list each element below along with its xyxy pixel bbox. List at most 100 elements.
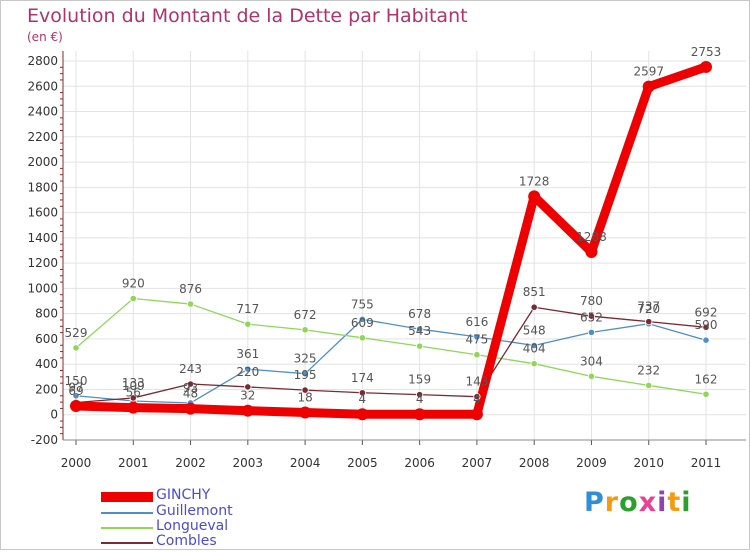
data-point-combles: [301, 386, 309, 394]
y-tick-label: 1800: [27, 180, 58, 194]
data-label-longueval: 876: [179, 282, 202, 296]
data-label-combles: 737: [637, 300, 660, 314]
x-tick-label: 2003: [233, 456, 264, 470]
data-label-combles: 159: [408, 373, 431, 387]
data-point-ginchy: [470, 408, 483, 421]
x-tick-label: 2007: [462, 456, 493, 470]
logo-letter: P: [584, 487, 605, 518]
data-point-ginchy: [127, 401, 140, 414]
data-point-ginchy: [528, 190, 541, 203]
data-point-ginchy: [413, 408, 426, 421]
chart-unit-subtitle: (en €): [27, 30, 63, 44]
data-point-combles: [358, 389, 366, 397]
data-label-guillemont: 678: [408, 307, 431, 321]
y-tick-label: 600: [35, 332, 58, 346]
y-tick-label: -200: [31, 433, 58, 447]
y-tick-label: 1200: [27, 256, 58, 270]
data-point-longueval: [186, 300, 195, 308]
series-line-ginchy: [71, 62, 711, 419]
x-tick-label: 2005: [347, 456, 378, 470]
data-point-combles: [587, 312, 596, 320]
x-tick-label: 2008: [519, 456, 550, 470]
axes: [60, 51, 746, 445]
data-point-ginchy: [585, 246, 598, 259]
data-point-guillemont: [416, 325, 424, 333]
legend-label-longueval: Longueval: [156, 518, 229, 534]
y-axis-tick-labels: -200 0 200 400 600 800 1000 1200 1400 1600 1800 200…: [27, 54, 58, 447]
logo-letter: i: [657, 487, 668, 518]
data-point-longueval: [416, 342, 424, 350]
data-point-combles: [129, 394, 137, 402]
data-label-longueval: 920: [122, 277, 145, 291]
y-tick-label: 1000: [27, 281, 58, 295]
data-label-guillemont: 590: [695, 318, 718, 332]
data-label-combles: 780: [580, 294, 603, 308]
data-label-guillemont: 720: [637, 302, 660, 316]
data-label-guillemont: 150: [65, 374, 88, 388]
x-tick-label: 2000: [61, 456, 92, 470]
x-tick-label: 2010: [633, 456, 664, 470]
legend-label-ginchy: GINCHY: [156, 487, 211, 503]
data-label-longueval: 304: [580, 354, 603, 368]
data-label-combles: 692: [695, 305, 718, 319]
data-label-combles: 174: [351, 371, 374, 385]
data-point-ginchy: [700, 60, 712, 73]
data-label-longueval: 162: [695, 372, 718, 386]
data-point-longueval: [530, 360, 538, 368]
logo-letter: r: [604, 487, 620, 518]
data-point-combles: [186, 380, 195, 388]
data-point-guillemont: [301, 370, 309, 378]
data-label-combles: 143: [465, 375, 488, 389]
data-label-ginchy: 4: [416, 392, 424, 406]
data-label-longueval: 717: [236, 302, 259, 316]
y-tick-label: 200: [35, 382, 58, 396]
data-point-ginchy: [299, 406, 312, 419]
data-label-longueval: 543: [408, 324, 431, 338]
y-tick-label: 0: [50, 408, 58, 422]
logo-letter: x: [638, 487, 658, 518]
data-label-longueval: 529: [65, 326, 88, 340]
y-tick-label: 2800: [27, 54, 58, 68]
data-label-ginchy: 32: [240, 389, 255, 403]
data-point-ginchy: [356, 408, 369, 421]
data-label-guillemont: 548: [523, 324, 546, 338]
data-label-ginchy: 4: [359, 392, 367, 406]
chart-title: Evolution du Montant de la Dette par Hab…: [27, 5, 468, 27]
x-tick-label: 2009: [576, 456, 607, 470]
legend-swatch-guillemont: [101, 512, 153, 514]
data-point-ginchy: [184, 402, 197, 415]
data-label-combles: 243: [179, 362, 202, 376]
data-label-longueval: 404: [523, 342, 546, 356]
data-point-longueval: [473, 351, 481, 359]
data-point-guillemont: [473, 333, 481, 341]
data-label-ginchy: 18: [297, 390, 312, 404]
data-point-ginchy: [642, 80, 655, 93]
data-point-combles: [244, 383, 252, 391]
data-label-guillemont: 109: [122, 379, 145, 393]
data-label-ginchy: 2753: [691, 45, 722, 59]
data-point-combles: [473, 393, 481, 401]
data-point-guillemont: [358, 315, 366, 323]
data-point-longueval: [358, 334, 366, 342]
data-label-guillemont: 93: [183, 381, 198, 395]
legend-swatch-ginchy: [101, 492, 153, 502]
x-tick-label: 2004: [290, 456, 321, 470]
data-label-guillemont: 652: [580, 310, 603, 324]
y-tick-label: 2400: [27, 105, 58, 119]
legend-swatch-longueval: [101, 527, 153, 529]
series-line-combles: [75, 306, 707, 404]
grid-lines: [63, 51, 746, 441]
data-label-combles: 133: [122, 376, 145, 390]
data-point-ginchy: [241, 404, 254, 417]
data-point-combles: [702, 323, 710, 331]
data-point-ginchy: [70, 400, 82, 413]
legend-label-guillemont: Guillemont: [156, 503, 233, 519]
data-label-ginchy: 1728: [519, 174, 550, 188]
series-points: [70, 60, 712, 421]
series-line-longueval: [75, 297, 707, 395]
logo-letter: t: [667, 487, 682, 518]
data-point-guillemont: [530, 341, 538, 350]
data-label-longueval: 232: [637, 363, 660, 377]
